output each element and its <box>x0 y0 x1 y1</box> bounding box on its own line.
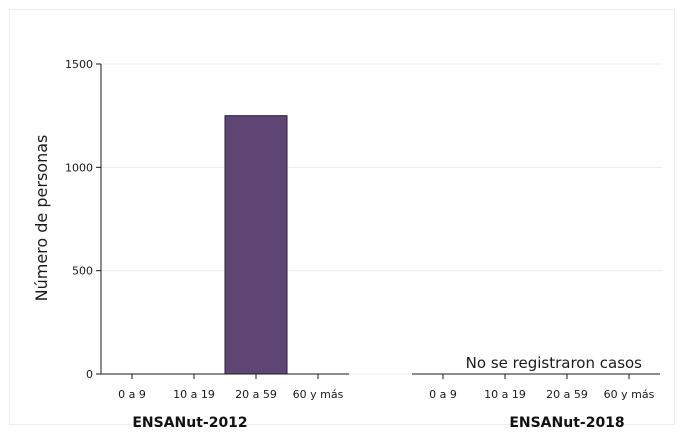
y-tick-label: 0 <box>86 368 93 381</box>
no-data-annotation: No se registraron casos <box>466 354 643 372</box>
category-label: 10 a 19 <box>173 388 215 401</box>
group-label: ENSANut-2018 <box>509 415 624 431</box>
bars <box>224 115 288 375</box>
category-label: 20 a 59 <box>546 388 588 401</box>
category-label: 0 a 9 <box>118 388 146 401</box>
bar <box>224 115 288 375</box>
y-axis-label: Número de personas <box>32 135 51 302</box>
y-tick-label: 500 <box>72 265 93 278</box>
y-tick-label: 1500 <box>65 58 93 71</box>
labels: 0 500 1000 1500 0 a 9 10 a 19 20 a 59 60 y más E… <box>65 58 655 431</box>
group-label: ENSANut-2012 <box>132 415 247 431</box>
category-label: 10 a 19 <box>484 388 526 401</box>
chart-frame <box>9 9 675 425</box>
category-label: 60 y más <box>293 388 344 401</box>
category-label: 0 a 9 <box>429 388 457 401</box>
axes <box>96 63 660 379</box>
category-label: 60 y más <box>604 388 655 401</box>
y-tick-label: 1000 <box>65 161 93 174</box>
category-label: 20 a 59 <box>235 388 277 401</box>
